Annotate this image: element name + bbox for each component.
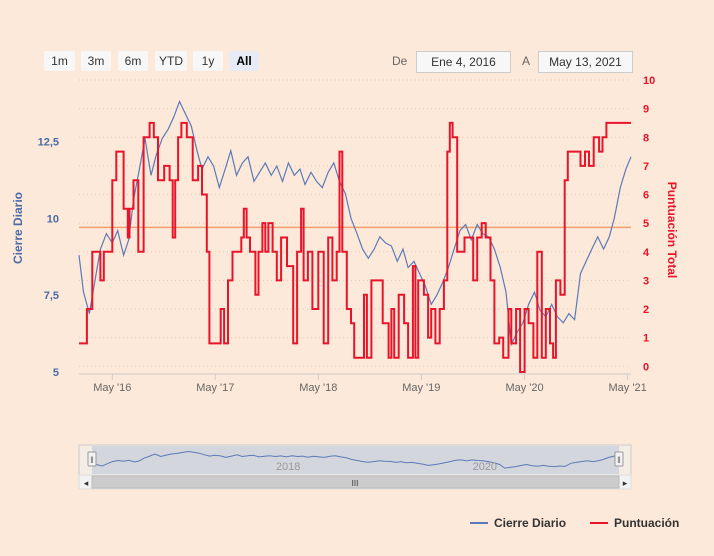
scroll-right-arrow: ▸ [623, 478, 628, 488]
scroll-grip: III [352, 479, 359, 488]
scroll-left-arrow: ◂ [84, 478, 89, 488]
navigator-year-label: 2020 [473, 461, 497, 473]
range-button-ytd[interactable]: YTD [155, 51, 187, 71]
legend-item-score[interactable]: Puntuación [590, 516, 679, 530]
x-tick-label: May '20 [506, 382, 544, 394]
x-tick-label: May '19 [402, 382, 440, 394]
y-right-tick-label: 1 [643, 333, 649, 345]
range-button-3m[interactable]: 3m [81, 51, 111, 71]
y-right-tick-label: 2 [643, 304, 649, 316]
y-left-tick-label: 5 [53, 367, 59, 379]
y-right-tick-label: 7 [643, 161, 649, 173]
navigator-series-line [91, 450, 620, 469]
legend-label-score: Puntuación [614, 516, 680, 530]
x-tick-label: May '17 [196, 382, 234, 394]
y-right-tick-label: 8 [643, 132, 649, 144]
y-left-axis-title: Cierre Diario [11, 192, 25, 264]
y-left-tick-label: 10 [47, 213, 59, 225]
y-right-tick-label: 5 [643, 218, 649, 230]
x-tick-label: May '21 [609, 382, 647, 394]
range-button-all[interactable]: All [229, 51, 259, 71]
close-series-swatch [470, 522, 488, 524]
y-right-tick-label: 6 [643, 190, 649, 202]
navigator-year-label: 2018 [276, 461, 300, 473]
to-date-input[interactable]: May 13, 2021 [538, 51, 633, 73]
range-button-6m[interactable]: 6m [118, 51, 148, 71]
y-right-tick-label: 4 [643, 247, 650, 259]
x-tick-label: May '18 [299, 382, 337, 394]
y-right-axis-title: Puntuación Total [665, 182, 679, 278]
navigator-handle-grip: ‖ [90, 455, 94, 465]
scrollbar-thumb [91, 475, 620, 489]
legend-label-close: Cierre Diario [494, 516, 567, 530]
range-button-1y[interactable]: 1y [193, 51, 223, 71]
score-series-swatch [590, 522, 608, 524]
from-date-input[interactable]: Ene 4, 2016 [416, 51, 511, 73]
series-line-score [79, 121, 631, 373]
navigator-handle-right [614, 451, 624, 467]
y-right-tick-label: 0 [643, 361, 649, 373]
navigator-handle-grip: ‖ [617, 455, 621, 465]
legend-item-close[interactable]: Cierre Diario [470, 516, 566, 530]
y-left-tick-label: 12,5 [38, 136, 59, 148]
y-right-tick-label: 3 [643, 275, 649, 287]
from-label: De [392, 54, 408, 68]
y-left-tick-label: 7,5 [44, 290, 59, 302]
range-button-1m[interactable]: 1m [44, 51, 75, 71]
y-right-tick-label: 10 [643, 75, 655, 87]
y-right-tick-label: 9 [643, 104, 649, 116]
navigator-handle-left [87, 451, 97, 467]
to-label: A [522, 54, 531, 68]
x-tick-label: May '16 [93, 382, 131, 394]
series-line-close [78, 99, 632, 347]
